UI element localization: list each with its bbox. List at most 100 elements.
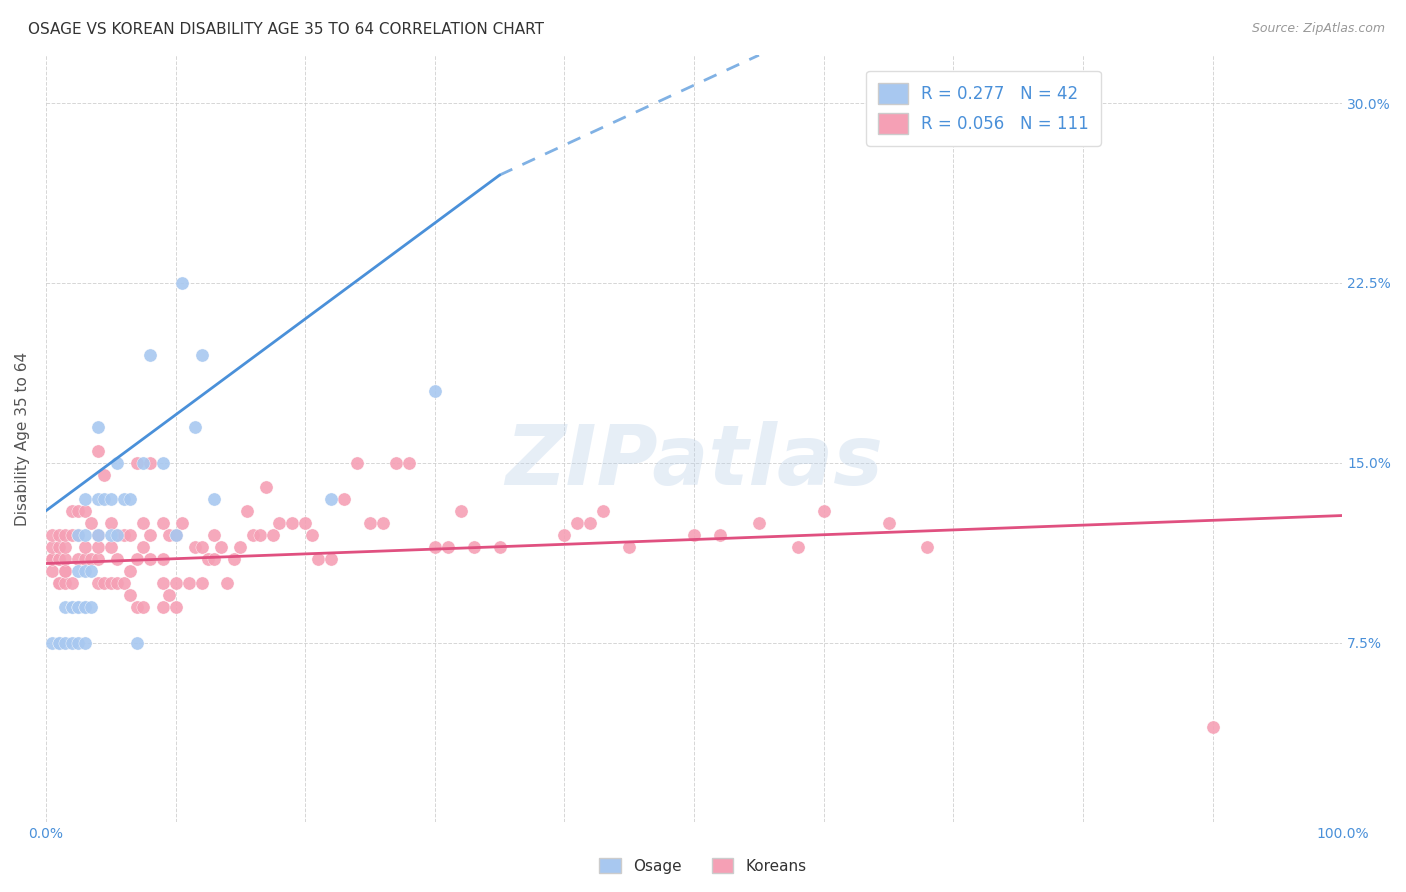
Point	[132, 516, 155, 530]
Point	[877, 516, 900, 530]
Point	[87, 527, 110, 541]
Point	[165, 527, 187, 541]
Point	[80, 551, 103, 566]
Point	[80, 516, 103, 530]
Point	[138, 348, 160, 362]
Point	[41, 551, 63, 566]
Point	[138, 456, 160, 470]
Point	[488, 540, 510, 554]
Point	[55, 551, 77, 566]
Point	[262, 527, 284, 541]
Point	[67, 527, 90, 541]
Point	[177, 575, 200, 590]
Point	[120, 564, 142, 578]
Point	[172, 276, 194, 290]
Point	[100, 540, 122, 554]
Point	[385, 456, 408, 470]
Point	[269, 516, 291, 530]
Point	[87, 527, 110, 541]
Point	[67, 527, 90, 541]
Point	[138, 527, 160, 541]
Point	[165, 599, 187, 614]
Point	[55, 635, 77, 649]
Point	[157, 527, 180, 541]
Point	[105, 456, 128, 470]
Point	[371, 516, 394, 530]
Point	[125, 635, 148, 649]
Point	[152, 516, 174, 530]
Point	[157, 588, 180, 602]
Point	[60, 599, 83, 614]
Point	[41, 564, 63, 578]
Text: OSAGE VS KOREAN DISABILITY AGE 35 TO 64 CORRELATION CHART: OSAGE VS KOREAN DISABILITY AGE 35 TO 64 …	[28, 22, 544, 37]
Point	[120, 588, 142, 602]
Point	[41, 635, 63, 649]
Point	[204, 527, 226, 541]
Point	[236, 504, 259, 518]
Point	[301, 527, 323, 541]
Point	[190, 348, 212, 362]
Point	[307, 551, 329, 566]
Point	[67, 599, 90, 614]
Point	[813, 504, 835, 518]
Point	[579, 516, 602, 530]
Point	[105, 527, 128, 541]
Point	[87, 491, 110, 506]
Point	[553, 527, 575, 541]
Point	[48, 635, 70, 649]
Point	[254, 480, 277, 494]
Point	[222, 551, 245, 566]
Point	[73, 491, 96, 506]
Point	[93, 491, 115, 506]
Point	[132, 599, 155, 614]
Point	[73, 635, 96, 649]
Point	[48, 575, 70, 590]
Point	[204, 551, 226, 566]
Point	[55, 527, 77, 541]
Point	[55, 564, 77, 578]
Point	[786, 540, 808, 554]
Legend: R = 0.277   N = 42, R = 0.056   N = 111: R = 0.277 N = 42, R = 0.056 N = 111	[866, 71, 1101, 145]
Point	[172, 516, 194, 530]
Point	[100, 527, 122, 541]
Point	[190, 540, 212, 554]
Point	[67, 551, 90, 566]
Point	[125, 551, 148, 566]
Point	[450, 504, 472, 518]
Point	[67, 599, 90, 614]
Point	[437, 540, 460, 554]
Point	[112, 575, 135, 590]
Point	[120, 527, 142, 541]
Point	[152, 551, 174, 566]
Point	[60, 599, 83, 614]
Point	[67, 635, 90, 649]
Point	[60, 527, 83, 541]
Point	[683, 527, 706, 541]
Point	[463, 540, 485, 554]
Point	[125, 599, 148, 614]
Text: ZIPatlas: ZIPatlas	[505, 421, 883, 502]
Point	[93, 467, 115, 482]
Point	[321, 491, 343, 506]
Point	[249, 527, 271, 541]
Point	[567, 516, 589, 530]
Legend: Osage, Koreans: Osage, Koreans	[593, 852, 813, 880]
Point	[41, 540, 63, 554]
Point	[619, 540, 641, 554]
Text: Source: ZipAtlas.com: Source: ZipAtlas.com	[1251, 22, 1385, 36]
Point	[209, 540, 232, 554]
Point	[73, 564, 96, 578]
Point	[105, 575, 128, 590]
Point	[204, 491, 226, 506]
Point	[190, 575, 212, 590]
Y-axis label: Disability Age 35 to 64: Disability Age 35 to 64	[15, 351, 30, 526]
Point	[359, 516, 381, 530]
Point	[67, 564, 90, 578]
Point	[184, 419, 207, 434]
Point	[55, 564, 77, 578]
Point	[423, 384, 446, 398]
Point	[100, 516, 122, 530]
Point	[748, 516, 770, 530]
Point	[60, 504, 83, 518]
Point	[48, 575, 70, 590]
